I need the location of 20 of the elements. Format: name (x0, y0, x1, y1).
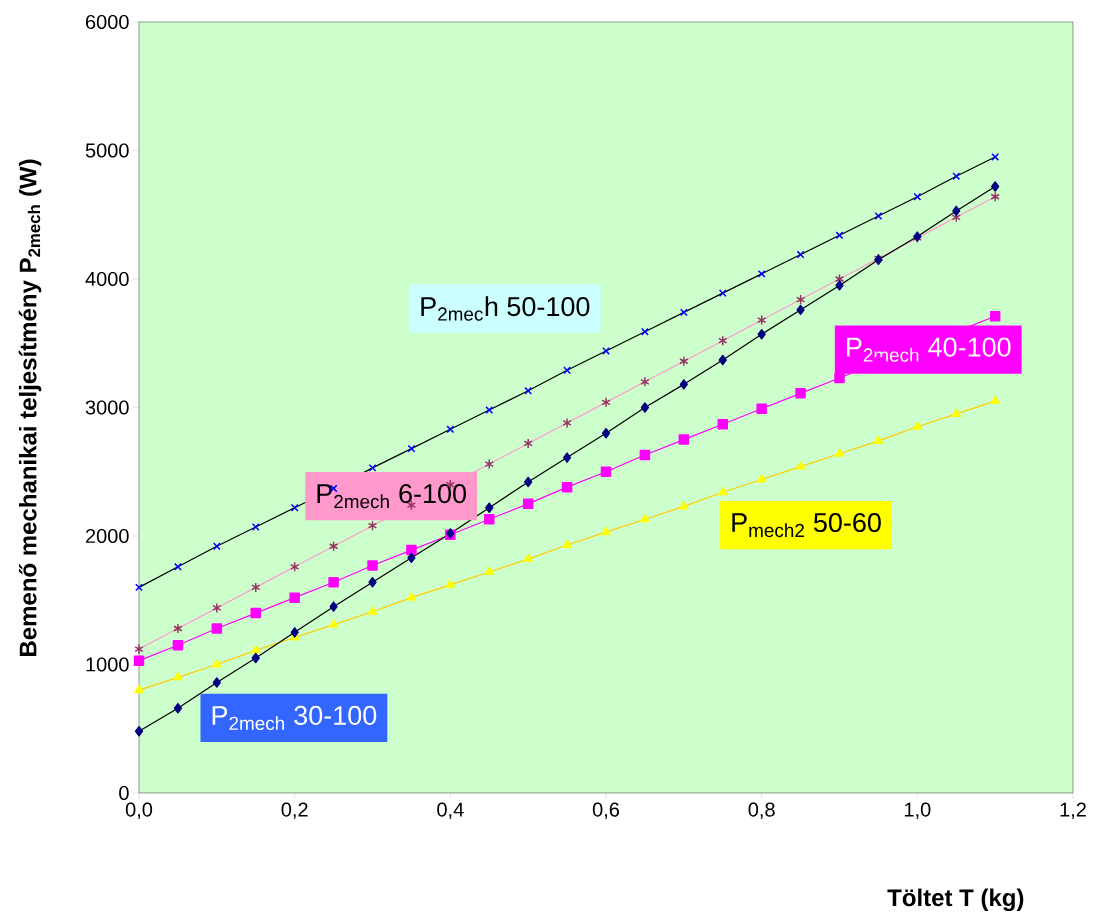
x-tick-label: 0,8 (748, 802, 775, 820)
y-tick-label: 1000 (86, 657, 129, 672)
x-axis-title: Töltet T (kg) (887, 888, 1024, 912)
x-tick-label: 1,0 (904, 802, 931, 820)
y-tick-label: 6000 (86, 14, 129, 30)
x-tick-label: 0,4 (437, 802, 464, 820)
series-label: P$_{2mech}$ 30-100 (212, 705, 377, 731)
x-tick-label: 1,2 (1060, 802, 1086, 820)
y-tick-label: 0 (119, 785, 129, 801)
series-label: P$_{2mec}$h 50-100 (421, 296, 590, 321)
x-tick-label: 0,0 (125, 802, 153, 820)
y-tick-label: 2000 (85, 528, 129, 544)
x-tick-label: 0,6 (592, 802, 620, 820)
series-label: P$_{mech2}$ 50-60 (732, 512, 881, 538)
y-tick-label: 3000 (85, 400, 129, 415)
y-axis-title: Bemenő mechanikai teljesítmény P$_{2mech}$ (W) (18, 159, 42, 656)
y-tick-label: 4000 (85, 271, 129, 287)
x-tick-label: 0,2 (281, 802, 308, 820)
y-tick-label: 5000 (85, 143, 129, 158)
series-label: P$_{2mech}$ 6-100 (317, 484, 467, 509)
